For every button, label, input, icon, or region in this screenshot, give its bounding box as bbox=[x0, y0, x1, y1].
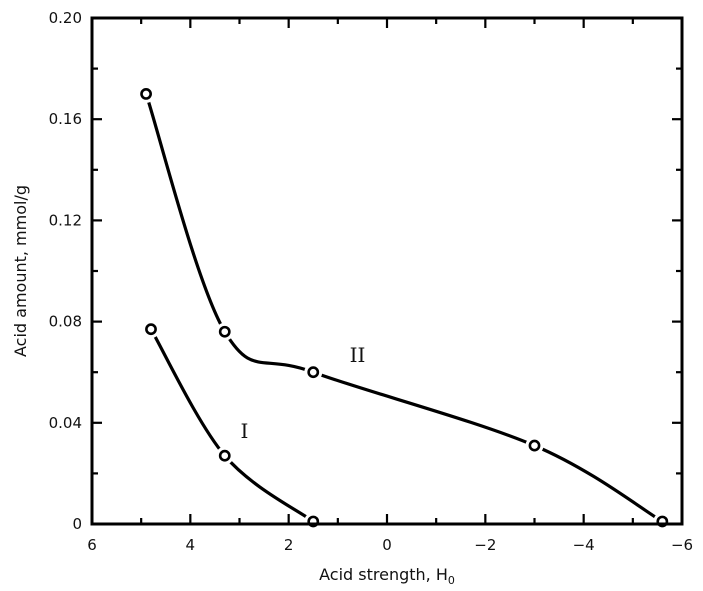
y-tick-label: 0.04 bbox=[49, 414, 82, 432]
data-point-II bbox=[307, 366, 320, 379]
curve-label-I: I bbox=[240, 419, 248, 443]
y-tick-label: 0 bbox=[72, 515, 82, 533]
series-line-I bbox=[149, 327, 315, 524]
y-tick-label: 0.08 bbox=[49, 313, 82, 331]
data-point-I bbox=[145, 323, 157, 336]
x-tick-label: 4 bbox=[186, 536, 196, 554]
y-tick-label: 0.12 bbox=[49, 211, 82, 229]
plot-frame bbox=[90, 16, 684, 526]
y-tick-label: 0.20 bbox=[49, 9, 82, 27]
curve-labels: III bbox=[240, 343, 365, 443]
x-tick-label: −6 bbox=[671, 536, 693, 554]
tick-labels: 6 4 2 0 −2 −4 −6 0 0.04 0.08 0.12 0.16 0.20 bbox=[49, 9, 693, 554]
x-tick-label: −2 bbox=[474, 536, 496, 554]
x-axis-title: Acid strength, H0 bbox=[319, 565, 455, 587]
x-tick-label: 0 bbox=[382, 536, 392, 554]
axis-ticks bbox=[90, 16, 684, 526]
y-tick-label: 0.16 bbox=[49, 110, 82, 128]
data-point-I bbox=[218, 449, 231, 462]
data-points bbox=[137, 84, 672, 531]
data-point-II bbox=[528, 439, 541, 452]
x-tick-label: −4 bbox=[573, 536, 595, 554]
y-axis-title: Acid amount, mmol/g bbox=[11, 185, 30, 357]
data-point-II bbox=[140, 88, 152, 100]
curve-label-II: II bbox=[350, 343, 366, 367]
x-tick-label: 6 bbox=[87, 536, 97, 554]
data-point-II bbox=[218, 325, 231, 338]
x-tick-label: 2 bbox=[284, 536, 294, 554]
